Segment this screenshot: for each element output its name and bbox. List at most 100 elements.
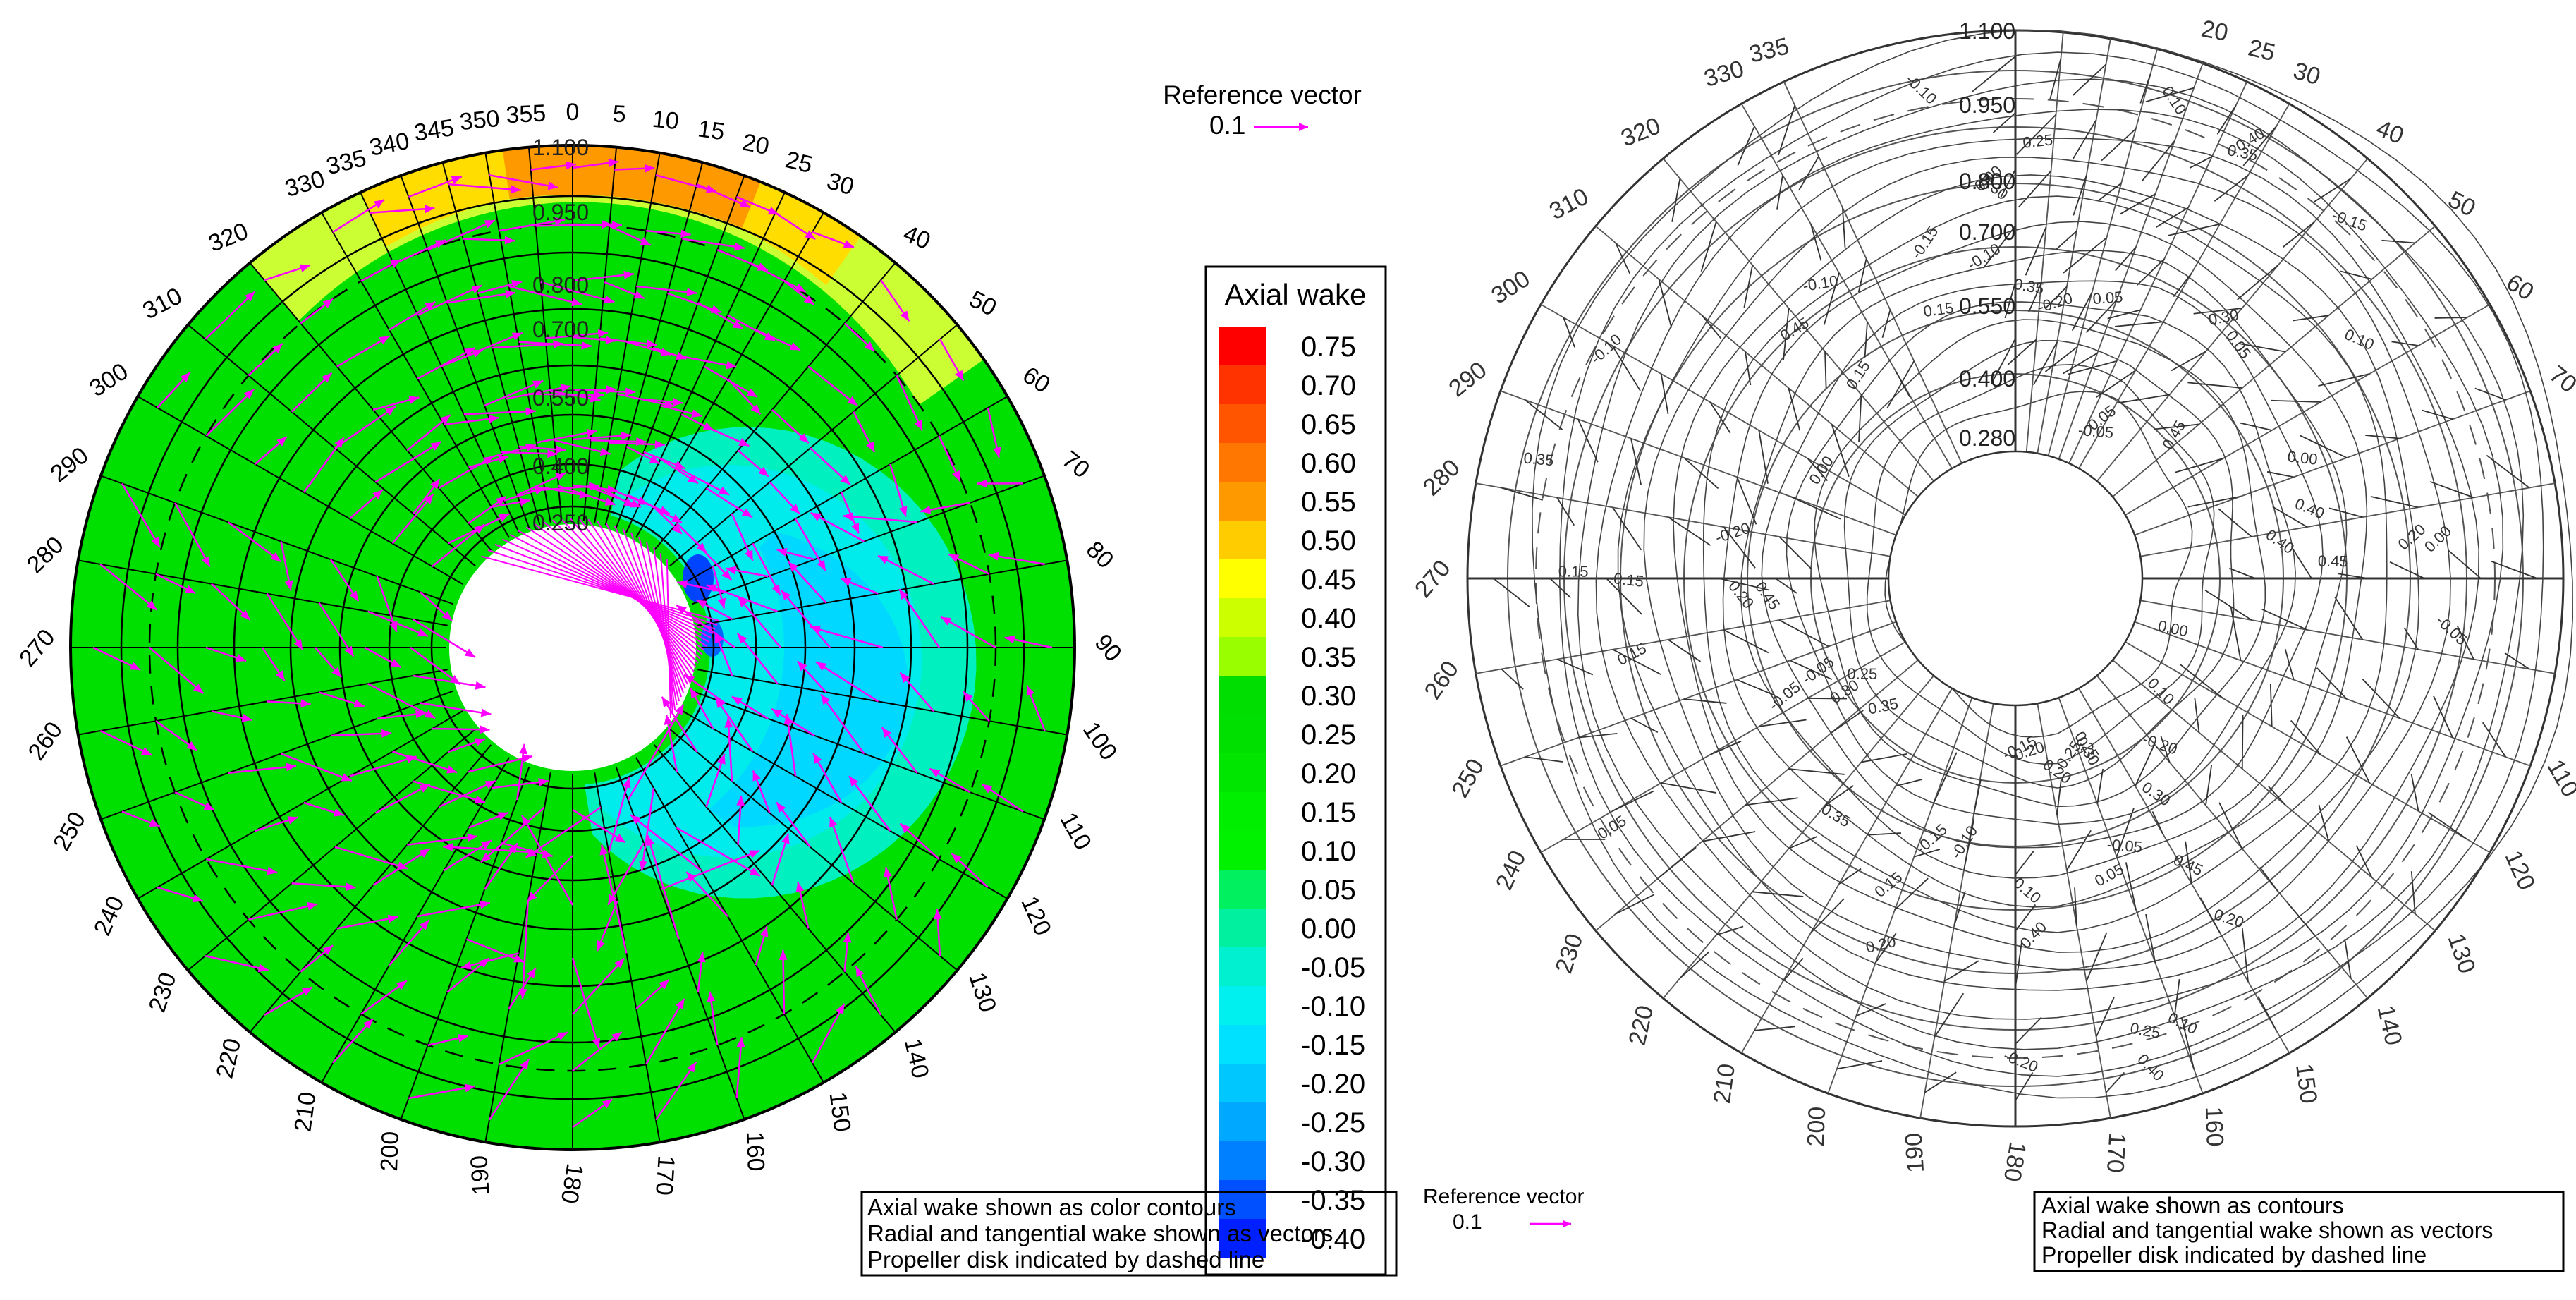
angle-label: 60 [1018,362,1054,399]
wake-vector-head [424,710,436,719]
grid-spoke [2047,49,2158,456]
left-contour-field [71,145,1075,1150]
colorbar-swatch [1219,870,1266,909]
left-radius-labels: 1.100 0.950 0.800 0.700 0.550 0.400 0.250 [532,135,589,535]
grid-spoke [669,324,958,567]
grid-spoke [635,757,824,1083]
wake-vector-head [475,681,486,690]
angle-label: 260 [23,717,68,765]
wake-vector [1810,898,1845,933]
wake-vector [829,816,855,884]
angle-label: 330 [1701,55,1747,92]
contour-line [1786,301,2296,825]
left-angle-labels: 0 5 10 15 20 25 30 40 50 60 70 80 90 100 110 120 130 140 1… [14,99,1127,1205]
angle-label: 330 [282,166,328,203]
contour-line [1884,391,2193,738]
wake-vector-head [664,715,673,725]
wake-vector-head [608,894,617,905]
wake-vector [2115,246,2137,272]
wake-vector [1701,315,1722,339]
angle-label: 15 [696,115,726,145]
grid-spoke [321,212,510,538]
wake-vector-head [795,284,806,292]
wake-vector [2187,495,2241,508]
wake-vector [1838,868,1862,885]
wake-vector [499,219,566,232]
wake-vector-head [599,447,611,456]
contour-line [1740,250,2348,879]
wake-vector [1874,933,1897,964]
grid-spoke [2037,38,2111,454]
angle-label: 280 [22,531,69,578]
wake-vector [640,788,655,871]
wake-vector-head [797,661,807,672]
wake-vector [2119,193,2156,215]
wake-vector [2007,339,2037,365]
angle-label: 110 [1054,808,1097,854]
grid-spoke [594,772,661,1143]
wake-vector-head [555,473,566,481]
colorbar-swatch [1219,676,1266,715]
wake-vector [2015,850,2034,875]
angle-label: 90 [1089,629,1127,667]
wake-vector-head [480,900,490,909]
angle-label: 40 [899,220,934,255]
contour-line [1702,195,2388,933]
wake-vector [1563,317,1575,348]
angle-label: 40 [2373,115,2407,150]
colorbar-swatch [1219,947,1266,986]
right-contour-lines [1532,29,2574,1099]
wake-vector-head [843,932,852,943]
wake-vector [417,347,475,380]
angle-label: 180 [1998,1140,2031,1184]
wake-vector [2000,169,2016,198]
right-wake-plot: 0.40 0.45 0.35 0.30 0.25 0.20 0.15 0.10 0.05 0.00… [1466,18,2574,1128]
wake-vector [1858,394,1862,442]
angle-label: 170 [2101,1132,2130,1174]
wake-vector-head [884,867,892,878]
wake-vector-head [555,445,566,454]
colorbar-swatch [1219,1180,1266,1219]
wake-vector [2095,996,2115,1038]
wake-vector-head [672,398,683,406]
hub-vector [551,519,701,660]
wake-vector [2482,722,2507,758]
wake-vector [2151,811,2164,836]
angle-label: 130 [963,969,1001,1016]
angle-label: 345 [413,114,456,147]
wake-vector-head [474,795,486,804]
wake-vector-head [519,497,530,506]
wake-vector-head [425,302,436,311]
wake-vector [2381,239,2415,244]
wake-vector [336,916,398,930]
wake-vector [336,335,391,367]
left-note-2: Radial and tangential wake shown as vect… [867,1220,1333,1246]
colorbar-label: 0.45 [1301,564,1356,595]
wake-vector [446,291,516,304]
wake-vector [468,755,533,773]
contour-line [1761,280,2324,849]
wake-vector [1615,894,1655,915]
colorbar-swatch [1219,404,1266,443]
angle-label: 20 [2199,16,2230,47]
wake-vector-head [732,320,743,329]
angle-label: 20 [740,129,771,161]
colorbar-swatch [1219,753,1266,792]
grid-spoke [2058,697,2204,1094]
wake-vector-head [717,753,726,765]
colorbar-swatch [1219,1219,1266,1258]
wake-vector-head [272,344,283,353]
wake-vector [535,223,612,227]
radius-label: 0.400 [1959,366,2015,391]
contour-line [1843,339,2235,789]
grid-spoke [1740,103,1953,469]
wake-vector [1831,710,1864,734]
right-reference-vector-arrowhead [1563,1220,1571,1227]
contour-value-label: 0.25 [2129,1019,2162,1042]
contour-value-label: 0.15 [1922,299,1955,320]
wake-vector-head [186,741,197,751]
wake-vector [1990,338,2016,384]
wake-vector [898,588,941,648]
wake-vector [2118,394,2170,404]
wake-vector-head [286,763,297,772]
